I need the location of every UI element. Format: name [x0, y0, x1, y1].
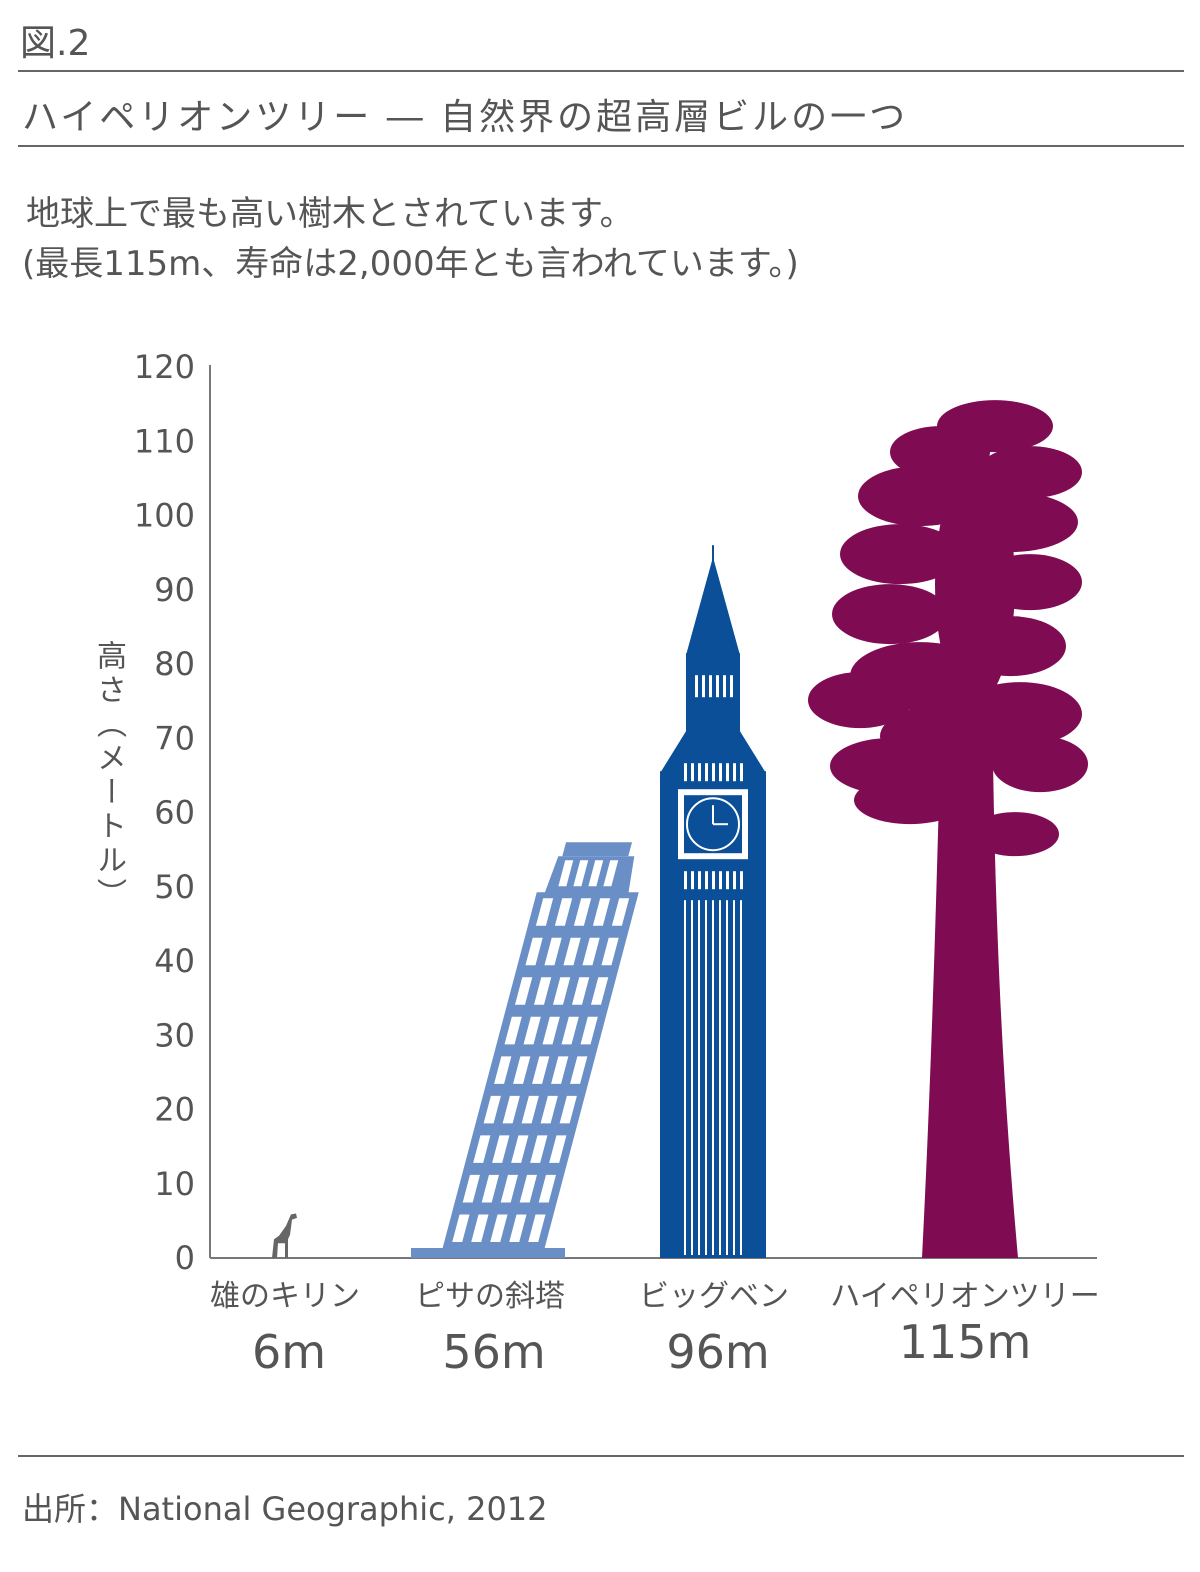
bottom-rule	[18, 1455, 1184, 1457]
y-tick-label: 60	[154, 794, 195, 832]
description-line-2: (最長115m、寿命は2,000年とも言われています。)	[22, 244, 799, 284]
headline-rule	[18, 145, 1184, 147]
y-tick-label: 70	[154, 719, 195, 757]
value-label: 56m	[442, 1325, 545, 1379]
y-tick-label: 100	[134, 497, 195, 535]
y-tick-label: 10	[154, 1165, 195, 1203]
y-tick-label: 0	[175, 1239, 195, 1277]
category-label: ビッグベン	[639, 1279, 789, 1314]
y-tick-label: 30	[154, 1016, 195, 1054]
leaning-tower-icon	[411, 842, 639, 1258]
y-tick-label: 90	[154, 571, 195, 609]
y-tick-label: 110	[134, 422, 195, 460]
clock-tower-icon	[660, 545, 766, 1258]
description-line-1: 地球上で最も高い樹木とされています。	[26, 194, 634, 234]
chart-marks	[272, 400, 1088, 1258]
y-tick-label: 50	[154, 868, 195, 906]
y-ticks: 0 10 20 30 40 50 60 70 80 90 100 110 120	[134, 348, 195, 1277]
category-label: 雄のキリン	[210, 1279, 360, 1314]
value-label: 96m	[666, 1325, 769, 1379]
y-tick-label: 80	[154, 645, 195, 683]
tree-icon	[808, 400, 1088, 1258]
category-label: ハイペリオンツリー	[830, 1279, 1099, 1314]
y-axis-label: 高さ（メートル）	[91, 640, 126, 912]
category-label: ピサの斜塔	[415, 1279, 565, 1314]
headline: ハイペリオンツリー ― 自然界の超高層ビルの一つ	[22, 97, 909, 138]
top-rule	[18, 70, 1184, 72]
value-label: 115m	[899, 1315, 1032, 1369]
source-note: 出所：National Geographic, 2012	[22, 1490, 548, 1528]
y-tick-label: 120	[134, 348, 195, 386]
y-tick-label: 40	[154, 942, 195, 980]
value-label: 6m	[252, 1325, 326, 1379]
figure-label: 図.2	[20, 23, 91, 64]
y-tick-label: 20	[154, 1091, 195, 1129]
giraffe-icon	[272, 1213, 297, 1258]
